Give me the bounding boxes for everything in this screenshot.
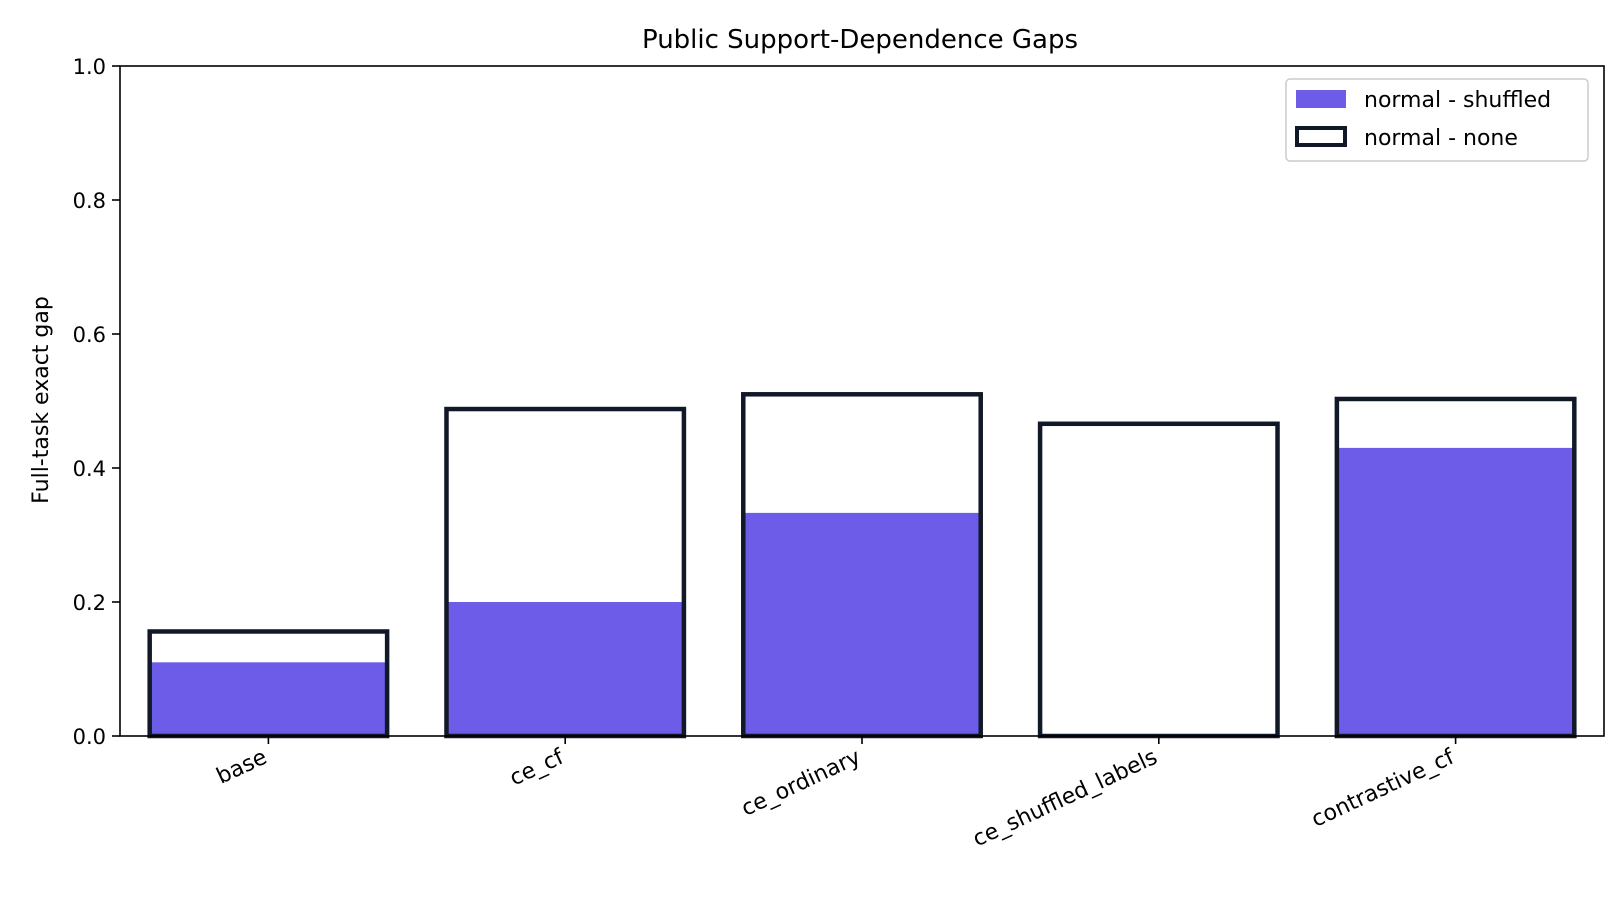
y-tick-label: 0.6 (73, 323, 106, 347)
bar-normal-shuffled-ce-ordinary (743, 512, 981, 736)
y-tick-label: 0.0 (73, 725, 106, 749)
x-axis-ticks: base ce_cf ce_ordinary ce_shuffled_labels co… (213, 736, 1459, 852)
legend-swatch-normal-none (1295, 126, 1347, 147)
legend-frame (1285, 78, 1589, 162)
bar-normal-shuffled-contrastive-cf (1336, 447, 1575, 736)
y-tick-label: 0.8 (73, 189, 106, 213)
legend: normal - shuffled normal - none (1285, 78, 1589, 162)
x-tick-label: ce_ordinary (738, 745, 865, 822)
chart-title: Public Support-Dependence Gaps (642, 25, 1078, 55)
x-tick-label: contrastive_cf (1308, 744, 1459, 832)
x-tick-label: ce_cf (506, 744, 569, 791)
bars-layer (147, 392, 1577, 739)
x-tick-label: base (213, 745, 271, 790)
legend-label-normal-shuffled: normal - shuffled (1364, 88, 1551, 113)
y-axis-label: Full-task exact gap (29, 296, 54, 504)
y-tick-label: 0.2 (73, 591, 106, 615)
y-tick-label: 0.4 (73, 457, 106, 481)
y-tick-label: 1.0 (73, 55, 106, 79)
bar-normal-shuffled-base (149, 662, 388, 736)
legend-label-normal-none: normal - none (1364, 126, 1518, 151)
legend-swatch-normal-shuffled (1296, 90, 1346, 108)
y-axis-ticks: 0.0 0.2 0.4 0.6 0.8 1.0 (73, 55, 120, 749)
x-tick-label: ce_shuffled_labels (969, 745, 1161, 852)
bar-normal-none-ce-shuffled-labels (1037, 421, 1280, 739)
bar-normal-shuffled-ce-cf (446, 602, 684, 736)
